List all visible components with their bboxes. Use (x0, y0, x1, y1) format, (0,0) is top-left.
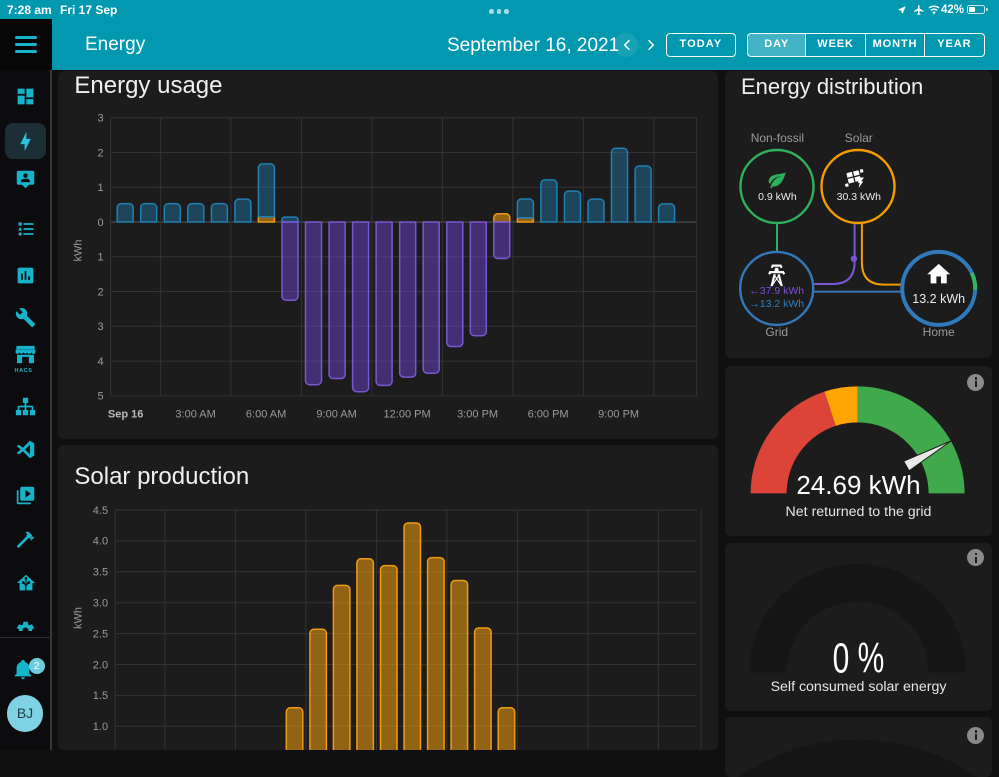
svg-text:1.0: 1.0 (93, 721, 108, 733)
svg-text:2: 2 (98, 147, 104, 159)
svg-text:4: 4 (98, 355, 104, 367)
svg-text:3: 3 (98, 321, 104, 333)
svg-text:1.5: 1.5 (93, 690, 108, 702)
svg-text:3.5: 3.5 (93, 567, 108, 579)
svg-text:kWh: kWh (73, 607, 85, 629)
svg-text:3.0: 3.0 (93, 598, 108, 610)
svg-text:Sep 16: Sep 16 (108, 408, 143, 420)
svg-text:4.5: 4.5 (93, 505, 108, 517)
svg-text:5: 5 (98, 390, 104, 402)
svg-text:0 %: 0 % (833, 634, 885, 681)
svg-text:6:00 AM: 6:00 AM (246, 408, 286, 420)
svg-text:3: 3 (98, 112, 104, 124)
svg-text:2.0: 2.0 (93, 659, 108, 671)
svg-text:9:00 PM: 9:00 PM (599, 408, 640, 420)
svg-text:3:00 AM: 3:00 AM (176, 408, 216, 420)
svg-text:0: 0 (98, 216, 104, 228)
svg-text:4.0: 4.0 (93, 536, 108, 548)
svg-text:1: 1 (98, 182, 104, 194)
svg-text:6:00 PM: 6:00 PM (528, 408, 569, 420)
svg-text:kWh: kWh (73, 239, 85, 261)
svg-text:9:00 AM: 9:00 AM (317, 408, 357, 420)
svg-text:12:00 PM: 12:00 PM (384, 408, 431, 420)
svg-text:2.5: 2.5 (93, 628, 108, 640)
svg-text:2: 2 (98, 286, 104, 298)
svg-text:3:00 PM: 3:00 PM (458, 408, 499, 420)
svg-text:1: 1 (98, 251, 104, 263)
